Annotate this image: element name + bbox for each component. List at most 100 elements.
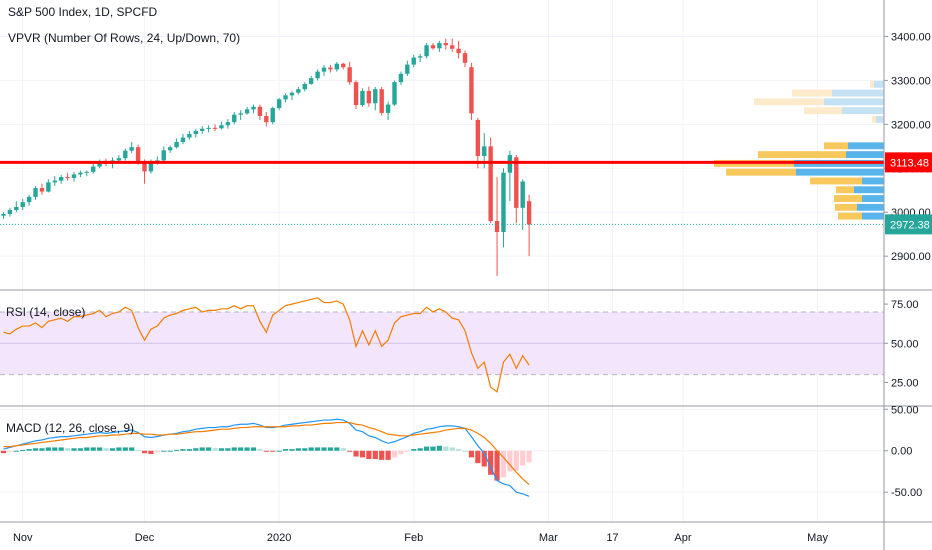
time-tick-label: 2020 xyxy=(267,532,291,544)
macd-histogram-bar xyxy=(372,450,378,460)
rsi-legend[interactable]: RSI (14, close) xyxy=(6,305,85,319)
macd-histogram-bar xyxy=(148,450,154,455)
candle-body xyxy=(206,127,211,129)
candle-body xyxy=(200,128,205,131)
price-tick-label: 3200.00 xyxy=(891,119,931,131)
macd-histogram-bar xyxy=(97,447,103,451)
macd-histogram-bar xyxy=(167,450,173,452)
candle-body xyxy=(417,56,423,58)
macd-legend[interactable]: MACD (12, 26, close, 9) xyxy=(6,421,134,435)
candle-body xyxy=(462,53,468,63)
macd-histogram-bar xyxy=(32,448,39,451)
macd-histogram-bar xyxy=(308,447,314,451)
vpvr-legend[interactable]: VPVR (Number Of Rows, 24, Up/Down, 70) xyxy=(8,31,240,45)
macd-tick-label: 50.00 xyxy=(891,404,919,416)
macd-histogram-bar xyxy=(135,449,141,451)
candle-body xyxy=(135,147,141,163)
macd-histogram-bar xyxy=(263,450,269,452)
last-price-tag xyxy=(885,214,932,235)
candle-body xyxy=(507,155,513,173)
candle-body xyxy=(392,82,397,105)
price-tick-label: 3300.00 xyxy=(891,75,931,87)
macd-histogram-bar xyxy=(257,449,263,451)
macd-histogram-bar xyxy=(52,447,58,451)
macd-histogram-bar xyxy=(225,448,231,451)
candle-body xyxy=(469,67,474,114)
candle-body xyxy=(33,188,38,197)
candle-body xyxy=(264,116,269,123)
macd-histogram-bar xyxy=(109,448,116,451)
macd-histogram-bar xyxy=(186,449,192,451)
candle-body xyxy=(315,71,320,79)
price-tick-label: 3400.00 xyxy=(891,31,931,43)
candle-body xyxy=(52,180,57,183)
macd-line xyxy=(3,418,530,497)
macd-histogram-bar xyxy=(218,448,225,451)
candle-body xyxy=(129,147,134,151)
volume-profile-down-bar xyxy=(758,151,846,159)
volume-profile-down-bar xyxy=(726,168,796,176)
candle-body xyxy=(148,162,154,172)
macd-histogram-bar xyxy=(154,450,160,453)
volume-profile-down-bar xyxy=(754,98,824,106)
volume-profile-up-bar xyxy=(862,177,884,185)
signal-line xyxy=(3,421,530,486)
candle-body xyxy=(232,114,237,123)
macd-histogram-bar xyxy=(231,447,237,451)
candle-body xyxy=(321,67,327,72)
macd-histogram-bar xyxy=(443,446,449,451)
time-tick-label: 17 xyxy=(606,532,618,544)
macd-tick-label: 0.00 xyxy=(891,446,912,458)
macd-histogram-bar xyxy=(116,447,122,451)
rsi-line xyxy=(3,297,530,393)
volume-profile-up-bar xyxy=(857,203,884,211)
candle-body xyxy=(347,67,352,83)
candle-body xyxy=(302,83,307,90)
candle-body xyxy=(142,162,147,172)
candle-body xyxy=(14,206,19,211)
macd-histogram-bar xyxy=(366,450,372,460)
volume-profile-down-bar xyxy=(804,107,842,115)
macd-histogram-bar xyxy=(353,450,359,457)
volume-profile-down-bar xyxy=(836,186,854,194)
candle-body xyxy=(39,188,45,192)
candle-body xyxy=(475,119,481,156)
candle-body xyxy=(167,147,173,151)
candle-body xyxy=(187,134,192,138)
candle-body xyxy=(360,90,365,106)
candle-body xyxy=(276,99,282,109)
macd-histogram-bar xyxy=(103,448,109,451)
candle-body xyxy=(379,89,384,113)
candle-body xyxy=(84,171,90,173)
macd-histogram-bar xyxy=(238,447,244,451)
volume-profile-up-bar xyxy=(842,107,884,115)
macd-histogram-bar xyxy=(520,450,526,466)
candle-body xyxy=(488,146,493,222)
macd-histogram-bar xyxy=(141,450,148,454)
symbol-title[interactable]: S&P 500 Index, 1D, SPCFD xyxy=(8,5,158,19)
grid-lines xyxy=(0,0,884,522)
macd-histogram-bar xyxy=(206,447,212,451)
candle-body xyxy=(174,141,179,148)
macd-histogram-bar xyxy=(270,450,276,452)
candle-body xyxy=(366,90,372,104)
candle-body xyxy=(97,161,102,167)
candle-body xyxy=(26,196,32,203)
candle-body xyxy=(58,177,64,181)
candle-body xyxy=(78,172,83,175)
macd-histogram-bar xyxy=(391,450,398,458)
macd-histogram-bar xyxy=(398,450,404,455)
candle-body xyxy=(20,202,25,207)
candle-body xyxy=(308,78,314,84)
macd-histogram-bar xyxy=(13,450,19,452)
time-tick-label: Nov xyxy=(13,532,33,544)
macd-histogram-bar xyxy=(327,447,334,451)
macd-histogram-bar xyxy=(244,447,250,451)
candle-body xyxy=(411,57,416,65)
macd-histogram-bar xyxy=(90,447,96,451)
volume-profile-down-bar xyxy=(872,116,876,123)
macd-histogram-bar xyxy=(423,446,430,451)
macd-histogram-bar xyxy=(129,447,135,451)
